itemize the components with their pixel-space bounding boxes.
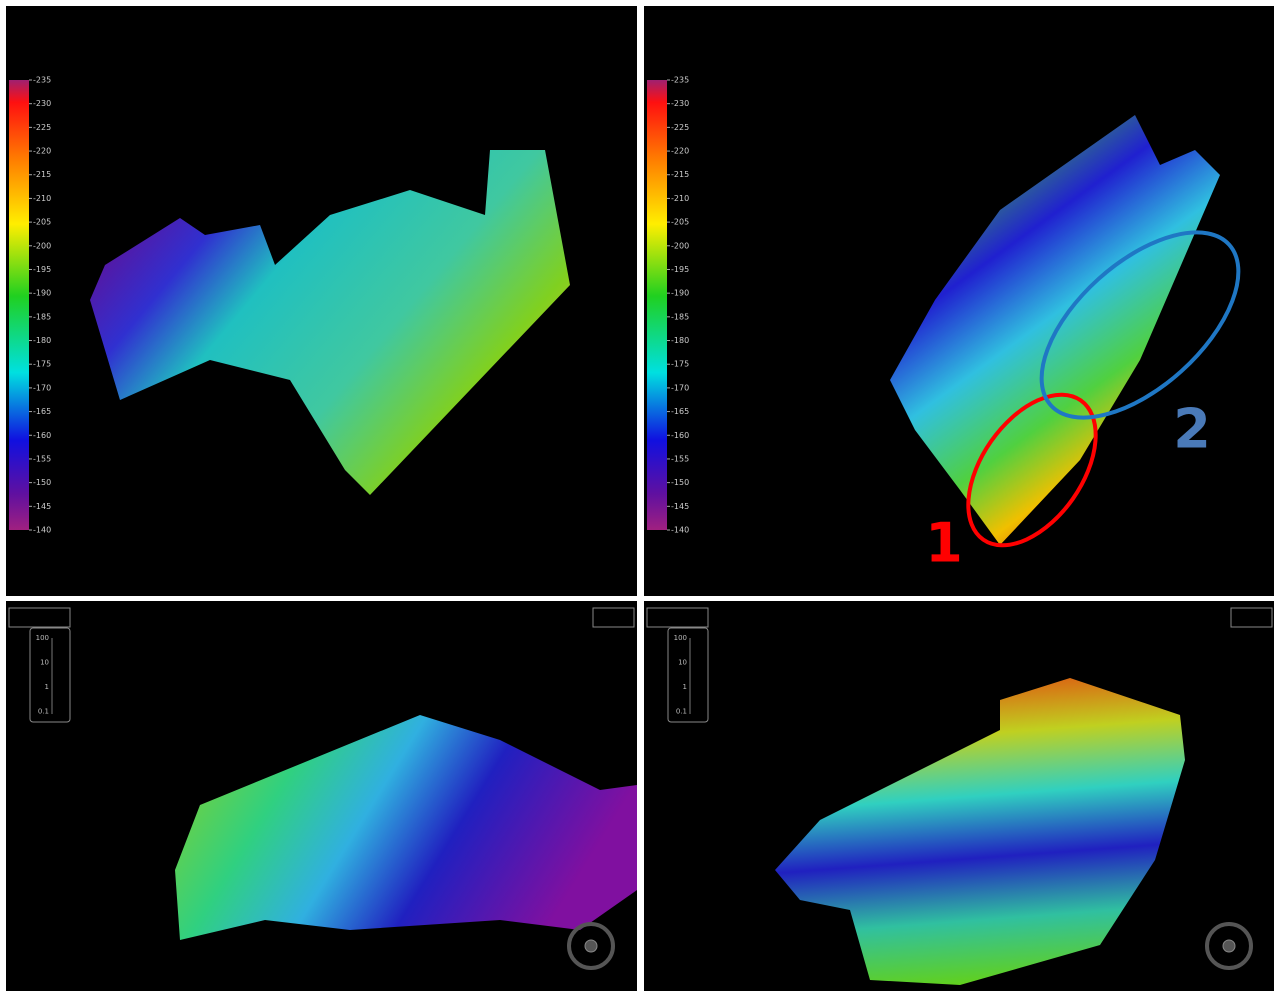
- colorbar: [647, 80, 667, 530]
- zoom-label: 10: [678, 659, 687, 667]
- colorbar-label: -180: [33, 336, 51, 345]
- colorbar-label: -175: [33, 360, 51, 369]
- zoom-label: 0.1: [38, 708, 49, 716]
- zoom-label: 1: [45, 683, 49, 691]
- colorbar-label: -170: [671, 383, 689, 392]
- colorbar-label: -175: [671, 360, 689, 369]
- colorbar-label: -155: [33, 454, 51, 463]
- colorbar-label: -145: [671, 502, 689, 511]
- zoom-label: 1: [683, 683, 687, 691]
- colorbar-label: -145: [33, 502, 51, 511]
- colorbar-label: -195: [671, 265, 689, 274]
- page: {"panels": [ {"colorbar": {"lim": [-235,…: [0, 0, 1277, 993]
- colorbar-label: -160: [671, 431, 689, 440]
- colorbar-label: -165: [33, 407, 51, 416]
- colorbar-label: -235: [33, 76, 51, 85]
- colorbar-label: -200: [671, 241, 689, 250]
- annotation-label: 2: [1173, 398, 1211, 461]
- colorbar-label: -170: [33, 383, 51, 392]
- zoom-label: 100: [674, 634, 687, 642]
- colorbar-label: -165: [671, 407, 689, 416]
- screen: -235 -230 -225 -220 -215 -210 -205 -200 -195 -190…: [0, 0, 1277, 993]
- colorbar-label: -210: [671, 194, 689, 203]
- colorbar-label: -185: [671, 312, 689, 321]
- annotation-label: 1: [925, 512, 963, 575]
- colorbar-label: -215: [671, 170, 689, 179]
- colorbar-label: -155: [671, 454, 689, 463]
- colorbar-label: -180: [671, 336, 689, 345]
- colorbar-label: -185: [33, 312, 51, 321]
- colorbar-label: -230: [33, 99, 51, 108]
- colorbar-label: -160: [33, 431, 51, 440]
- zoom-label: 10: [40, 659, 49, 667]
- colorbar-label: -220: [33, 147, 51, 156]
- colorbar-label: -195: [33, 265, 51, 274]
- zoom-label: 100: [36, 634, 49, 642]
- colorbar-label: -225: [671, 123, 689, 132]
- zoom-label: 0.1: [676, 708, 687, 716]
- colorbar-label: -215: [33, 170, 51, 179]
- colorbar-label: -140: [671, 526, 689, 535]
- colorbar-label: -150: [671, 478, 689, 487]
- colorbar: [9, 80, 29, 530]
- colorbar-label: -190: [33, 289, 51, 298]
- colorbar-label: -235: [671, 76, 689, 85]
- colorbar-label: -150: [33, 478, 51, 487]
- colorbar-label: -190: [671, 289, 689, 298]
- colorbar-label: -210: [33, 194, 51, 203]
- colorbar-label: -140: [33, 526, 51, 535]
- colorbar-label: -205: [33, 218, 51, 227]
- colorbar-label: -230: [671, 99, 689, 108]
- colorbar-label: -205: [671, 218, 689, 227]
- colorbar-label: -225: [33, 123, 51, 132]
- colorbar-label: -220: [671, 147, 689, 156]
- colorbar-label: -200: [33, 241, 51, 250]
